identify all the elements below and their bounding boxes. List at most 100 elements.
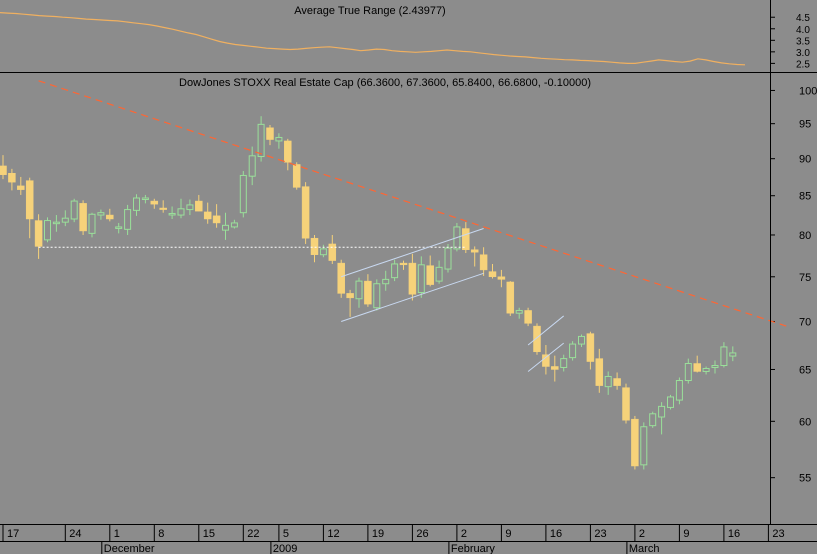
x-tick-label: 16 (550, 528, 562, 540)
candle-down (586, 333, 595, 362)
price-y-axis: 55 60 65 70 75 80 85 90 95 100 (770, 85, 817, 485)
x-tick-label: 15 (203, 528, 215, 540)
atr-panel: Average True Range (2.43977) 2.53.03.54.… (0, 5, 810, 70)
price-title: DowJones STOXX Real Estate Cap (66.3600,… (179, 77, 591, 89)
candle-down (17, 185, 25, 190)
candle-up (97, 212, 105, 216)
candle-down (292, 164, 301, 188)
x-axis: 17 24 1 8 15 22 5 12 19 26 2 9 16 23 2 9 16 23 December 20… (0, 524, 817, 554)
candle-down (595, 358, 604, 386)
channel-line-upper (527, 315, 565, 346)
candle-up (711, 364, 719, 368)
month-label: 2009 (273, 543, 297, 554)
candle-up (88, 213, 96, 234)
price-tick-label: 95 (799, 119, 811, 131)
candle-down (301, 186, 310, 239)
candle-up (186, 204, 194, 211)
candle-up (649, 413, 657, 427)
candle-up (373, 283, 381, 309)
price-tick-label: 80 (799, 230, 811, 242)
candle-up (578, 335, 585, 345)
x-tick-label: 26 (416, 528, 428, 540)
candle-down (266, 127, 274, 140)
atr-tick-label: 3.5 (796, 36, 810, 47)
overlays (38, 80, 787, 372)
x-tick-label: 23 (772, 528, 784, 540)
candle-up (667, 396, 674, 408)
candle-down (524, 310, 532, 324)
x-tick-label: 9 (505, 528, 511, 540)
candle-up (355, 280, 363, 300)
candle-up (391, 263, 399, 279)
x-tick-label: 16 (728, 528, 740, 540)
candle-down (8, 172, 16, 183)
candle-up (604, 375, 612, 388)
candle-up (515, 309, 523, 314)
atr-title: Average True Range (2.43977) (294, 5, 445, 17)
channel-line-upper (341, 228, 484, 278)
candle-up (675, 380, 683, 401)
candle-up (61, 217, 69, 223)
candle-up (230, 222, 238, 228)
price-tick-label: 70 (799, 316, 811, 328)
price-tick-label: 90 (799, 154, 811, 166)
candle-down (622, 387, 630, 421)
candle-down (408, 262, 417, 295)
atr-tick-label: 3.0 (796, 48, 810, 59)
atr-tick-label: 4.0 (796, 25, 810, 36)
price-tick-label: 55 (799, 473, 811, 485)
candle-up (248, 155, 256, 177)
candle-down (551, 366, 559, 370)
price-tick-label: 75 (799, 272, 811, 284)
candle-down (310, 237, 319, 255)
x-tick-label: 23 (594, 528, 606, 540)
candle-down (203, 211, 212, 220)
x-tick-label: 2 (461, 528, 467, 540)
candle-up (177, 208, 185, 216)
candle-up (684, 363, 692, 382)
candle-up (560, 358, 568, 368)
candle-down (106, 214, 114, 220)
x-tick-label: 2 (639, 528, 645, 540)
month-label: March (629, 543, 660, 554)
x-tick-label: 8 (158, 528, 164, 540)
candle-down (150, 200, 159, 205)
candle-up (239, 174, 247, 214)
candle-down (346, 293, 354, 299)
x-tick-label: 24 (69, 528, 81, 540)
candle-up (275, 136, 283, 142)
x-tick-label: 5 (283, 528, 289, 540)
candle-down (470, 249, 479, 253)
month-label: December (104, 543, 155, 554)
channel-line-lower (527, 342, 565, 372)
atr-y-axis: 2.53.03.54.04.5 (770, 13, 810, 70)
candle-up (115, 226, 123, 229)
candle-up (168, 212, 176, 216)
candle-up (222, 224, 229, 231)
x-tick-label: 19 (372, 528, 384, 540)
candle-up (70, 200, 78, 220)
candle-down (25, 180, 34, 220)
candle-up (444, 247, 452, 270)
price-tick-label: 100 (799, 85, 817, 97)
candle-down (0, 165, 7, 175)
candle-down (542, 354, 550, 367)
candle-up (720, 346, 728, 366)
candle-up (133, 197, 140, 211)
x-tick-label: 22 (247, 528, 259, 540)
x-tick-label: 12 (327, 528, 339, 540)
candle-down (284, 140, 292, 163)
candle-down (364, 280, 372, 305)
candle-up (640, 426, 648, 466)
candle-down (159, 207, 167, 210)
candles (0, 116, 737, 470)
candle-down (34, 220, 43, 247)
candle-down (212, 215, 221, 224)
candle-down (497, 276, 506, 280)
candle-up (257, 123, 265, 158)
candle-up (141, 197, 149, 201)
price-tick-label: 60 (799, 416, 811, 428)
candle-down (613, 378, 621, 386)
candle-down (328, 243, 337, 261)
